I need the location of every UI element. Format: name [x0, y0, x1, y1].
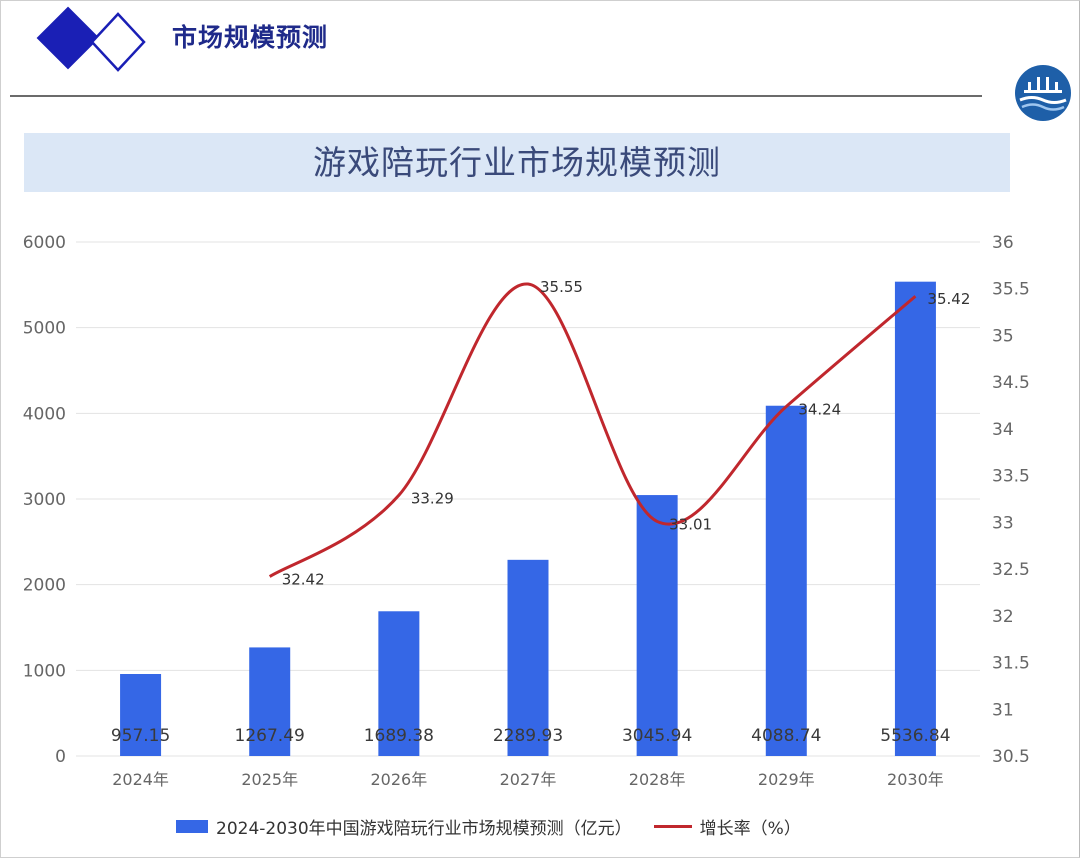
bar-data-label: 1689.38	[364, 726, 434, 746]
line-data-label: 33.29	[411, 489, 454, 507]
bar	[636, 495, 678, 756]
y-right-tick-label: 36	[992, 233, 1014, 253]
x-tick-label: 2025年	[241, 770, 298, 789]
y-right-tick-label: 35	[992, 326, 1014, 346]
y-right-tick-label: 31.5	[992, 654, 1030, 674]
y-left-tick-label: 2000	[23, 576, 66, 596]
bar	[894, 281, 936, 756]
y-left-tick-label: 4000	[23, 404, 66, 424]
line-data-label: 33.01	[669, 515, 712, 533]
x-tick-label: 2024年	[112, 770, 169, 789]
bar	[120, 674, 162, 756]
brand-diamond-logo	[36, 6, 146, 72]
company-emblem-icon	[1015, 65, 1071, 121]
y-left-tick-label: 3000	[23, 490, 66, 510]
y-right-tick-label: 34.5	[992, 373, 1030, 393]
bar	[378, 611, 420, 756]
bar-data-label: 3045.94	[622, 726, 692, 746]
chart-legend: 2024-2030年中国游戏陪玩行业市场规模预测（亿元） 增长率（%）	[176, 812, 801, 840]
legend-bar-label: 2024-2030年中国游戏陪玩行业市场规模预测（亿元）	[216, 818, 632, 839]
legend-line-label: 增长率（%）	[699, 818, 801, 839]
y-left-tick-label: 5000	[23, 319, 66, 339]
bar-data-label: 1267.49	[235, 726, 305, 746]
x-tick-label: 2028年	[629, 770, 686, 789]
y-right-tick-label: 35.5	[992, 280, 1030, 300]
line-data-label: 32.42	[282, 571, 325, 589]
growth-rate-line	[268, 282, 917, 578]
chart-title: 游戏陪玩行业市场规模预测	[313, 143, 721, 182]
bar	[507, 559, 549, 756]
bar-data-label: 2289.93	[493, 726, 563, 746]
y-right-tick-label: 32	[992, 607, 1014, 627]
x-tick-label: 2026年	[370, 770, 427, 789]
y-right-tick-label: 31	[992, 700, 1014, 720]
y-left-tick-label: 0	[55, 747, 66, 767]
line-data-label: 35.55	[540, 278, 583, 296]
bar-data-label: 4088.74	[751, 726, 821, 746]
header-divider	[10, 95, 982, 97]
y-left-tick-label: 1000	[23, 661, 66, 681]
line-data-label: 34.24	[798, 400, 841, 418]
chart-title-band	[24, 133, 1010, 192]
y-right-tick-label: 33.5	[992, 467, 1030, 487]
legend-bar-swatch	[176, 819, 208, 833]
y-right-tick-label: 30.5	[992, 747, 1030, 767]
bar-data-label: 957.15	[111, 726, 170, 746]
y-right-tick-label: 33	[992, 513, 1014, 533]
line-data-label: 35.42	[927, 290, 970, 308]
x-tick-label: 2027年	[500, 770, 557, 789]
bar-data-label: 5536.84	[880, 726, 950, 746]
y-right-tick-label: 34	[992, 420, 1014, 440]
x-tick-label: 2030年	[887, 770, 944, 789]
bar	[765, 405, 807, 756]
y-left-tick-label: 6000	[23, 233, 66, 253]
legend-line-swatch	[653, 824, 692, 828]
x-tick-label: 2029年	[758, 770, 815, 789]
y-right-tick-label: 32.5	[992, 560, 1030, 580]
section-title: 市场规模预测	[172, 23, 329, 52]
bar	[249, 647, 291, 756]
